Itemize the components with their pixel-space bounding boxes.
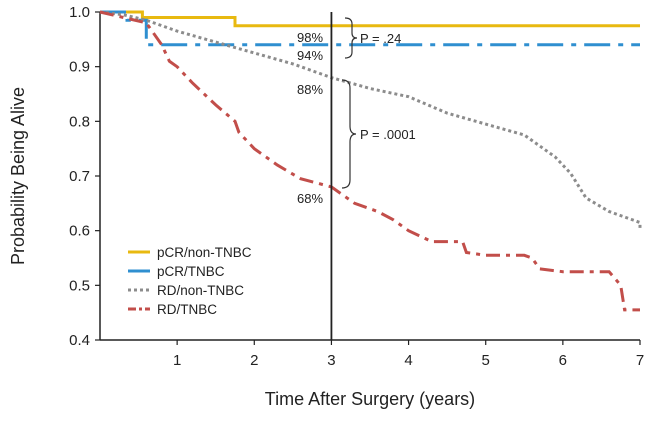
legend-label-rd-tnbc: RD/TNBC (157, 302, 217, 317)
y-axis-title: Probability Being Alive (8, 87, 28, 265)
legend-label-pcr-non-tnbc: pCR/non-TNBC (157, 245, 252, 260)
annotation-88-pct: 88% (297, 82, 323, 97)
y-tick-label: 0.5 (69, 277, 90, 294)
y-ticks: 0.4 0.5 0.6 0.7 0.8 0.9 1.0 (69, 4, 100, 349)
x-tick-label: 1 (173, 352, 181, 369)
legend-label-pcr-tnbc: pCR/TNBC (157, 264, 225, 279)
annotation-68-pct: 68% (297, 191, 323, 206)
y-tick-label: 0.9 (69, 59, 90, 76)
legend-item-pcr-non-tnbc: pCR/non-TNBC (128, 245, 252, 260)
x-tick-label: 4 (404, 352, 412, 369)
annotation-94-pct: 94% (297, 48, 323, 63)
legend-item-rd-tnbc: RD/TNBC (128, 302, 217, 317)
x-ticks: 1 2 3 4 5 6 7 (173, 340, 644, 369)
x-tick-label: 7 (636, 352, 644, 369)
annotation-layer: 98% 94% 88% 68% P = .24 P = .0001 (297, 17, 416, 206)
series-rd-tnbc-line (99, 10, 640, 312)
y-tick-label: 0.4 (69, 332, 90, 349)
series-layer (99, 10, 642, 312)
brace-p0001 (341, 79, 357, 189)
legend: pCR/non-TNBC pCR/TNBC RD/non-TNBC RD/TNB… (128, 245, 252, 317)
annotation-98-pct: 98% (297, 30, 323, 45)
series-pcr-non-tnbc-line (100, 10, 640, 28)
brace-p24 (344, 17, 358, 59)
legend-label-rd-non-tnbc: RD/non-TNBC (157, 283, 244, 298)
annotation-p-24: P = .24 (360, 31, 401, 46)
legend-item-pcr-tnbc: pCR/TNBC (128, 264, 225, 279)
legend-item-rd-non-tnbc: RD/non-TNBC (128, 283, 244, 298)
x-tick-label: 6 (559, 352, 567, 369)
x-tick-label: 2 (250, 352, 258, 369)
x-tick-label: 5 (482, 352, 490, 369)
y-tick-label: 0.6 (69, 223, 90, 240)
y-tick-label: 1.0 (69, 4, 90, 21)
y-tick-label: 0.7 (69, 168, 90, 185)
x-axis-title: Time After Surgery (years) (265, 389, 475, 409)
y-tick-label: 0.8 (69, 113, 90, 130)
series-rd-non-tnbc-line (99, 10, 642, 231)
x-tick-label: 3 (327, 352, 335, 369)
annotation-p-0001: P = .0001 (360, 127, 416, 142)
